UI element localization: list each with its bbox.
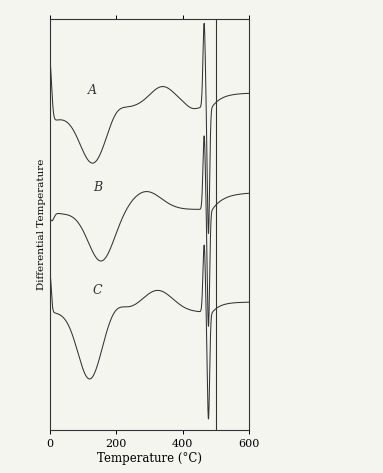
Text: C: C (93, 284, 103, 297)
Text: B: B (93, 181, 102, 194)
Text: A: A (88, 84, 97, 96)
X-axis label: Temperature (°C): Temperature (°C) (97, 452, 202, 465)
Y-axis label: Differential Temperature: Differential Temperature (37, 159, 46, 290)
